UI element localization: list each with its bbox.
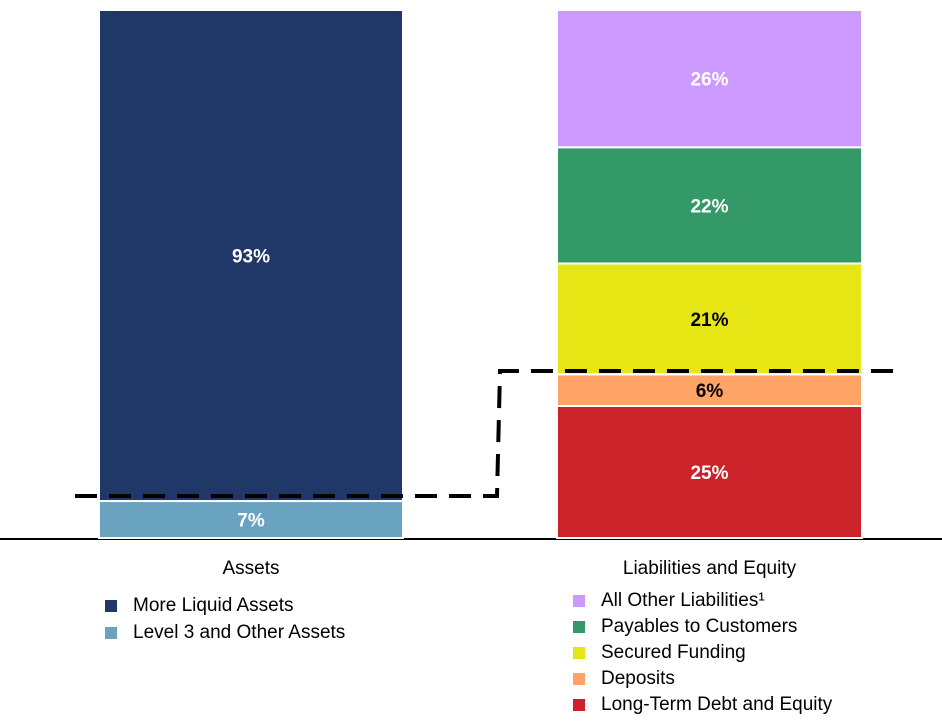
bar-segment [98,500,404,540]
bar-segment [556,146,863,265]
legend-label: Payables to Customers [601,616,797,637]
legend-label: More Liquid Assets [133,595,294,616]
legend-swatch [573,647,585,659]
bar-segment [556,262,863,376]
legend-swatch [573,595,585,607]
category-label: Assets [222,558,279,579]
legend-label: Long-Term Debt and Equity [601,694,833,715]
value-label: 26% [690,70,728,91]
legend-swatch [573,673,585,685]
category-label: Liabilities and Equity [623,558,797,579]
bar-segment [556,373,863,408]
value-label: 7% [237,511,265,532]
legend-swatch [105,627,117,639]
value-label: 6% [696,381,724,402]
legend-label: Level 3 and Other Assets [133,622,345,643]
bar-segment [98,9,404,503]
legend-swatch [105,600,117,612]
legend-label: Secured Funding [601,642,746,663]
dashed-divider [75,369,900,498]
legend-swatch [573,699,585,711]
value-label: 22% [690,196,728,217]
legend-label: All Other Liabilities¹ [601,590,765,611]
legend-swatch [573,621,585,633]
legend-label: Deposits [601,668,675,689]
value-label: 21% [690,310,728,331]
bar-segment [556,9,863,149]
value-label: 25% [690,463,728,484]
value-label: 93% [232,247,270,268]
